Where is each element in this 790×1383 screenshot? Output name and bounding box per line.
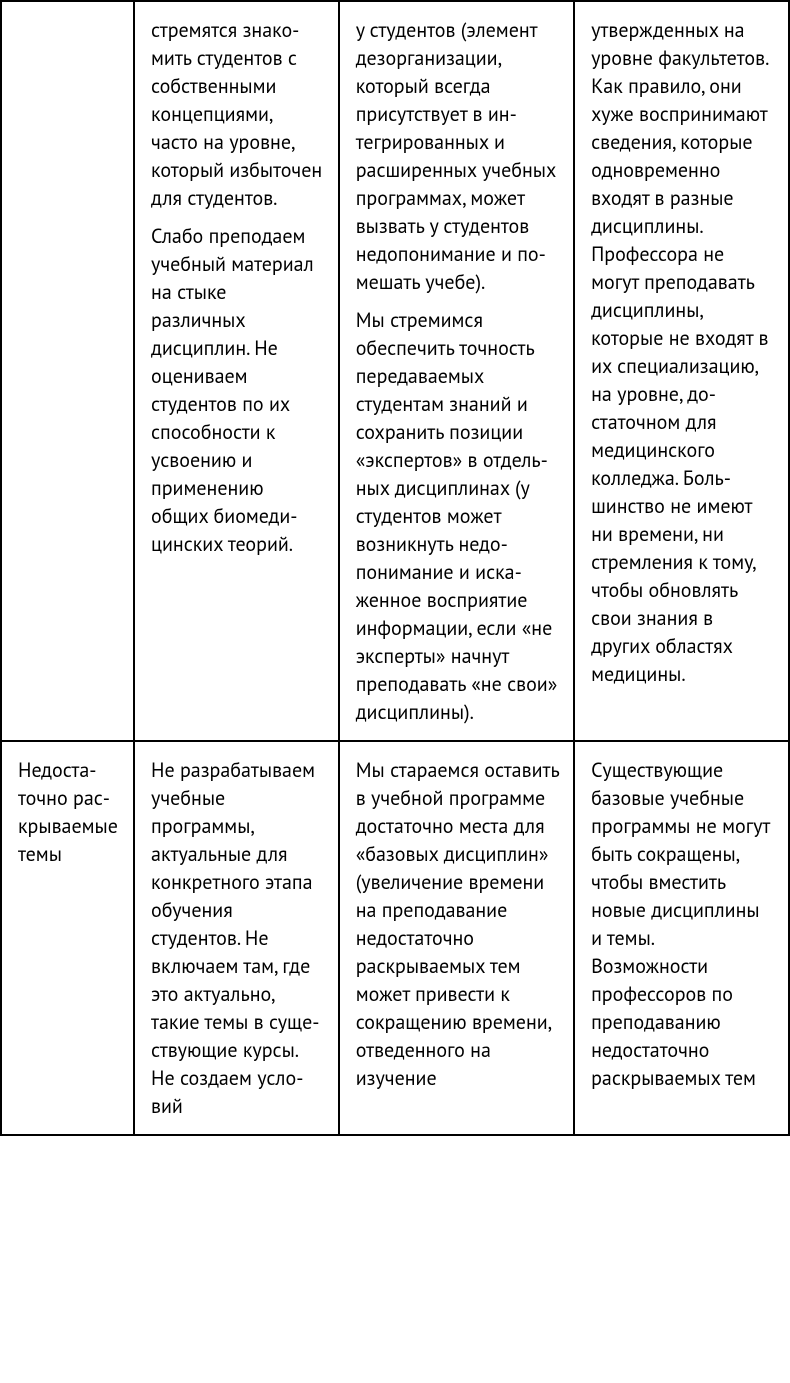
table-cell: Мы стараемся оставить в учеб­ной програм… — [339, 741, 574, 1135]
table-row: Недоста­точно рас­крываемые темы Не разра… — [1, 741, 789, 1135]
table-cell — [1, 1, 134, 741]
cell-paragraph: Существующие базовые учеб­ные программы … — [591, 756, 774, 1092]
cell-paragraph: у студентов (элемент дез­организации, ко… — [356, 16, 559, 296]
table-cell: Не разрабаты­ваем учебные программы, акт… — [134, 741, 339, 1135]
cell-paragraph: Не разрабаты­ваем учебные программы, акт… — [151, 756, 324, 1120]
table-cell: Существующие базовые учеб­ные программы … — [574, 741, 789, 1135]
table-cell: стремятся знако­мить студентов с собстве… — [134, 1, 339, 741]
table-body: стремятся знако­мить студентов с собстве… — [1, 1, 789, 1135]
cell-paragraph: Мы стараемся оставить в учеб­ной програм… — [356, 756, 559, 1092]
cell-paragraph: стремятся знако­мить студентов с собстве… — [151, 16, 324, 212]
table-cell: утвержденных на уровне фа­культетов. Как… — [574, 1, 789, 741]
cell-paragraph: Слабо препо­даем учебный материал на сты… — [151, 222, 324, 558]
table-cell: у студентов (элемент дез­организации, ко… — [339, 1, 574, 741]
cell-paragraph: Мы стремимся обеспечить точ­ность переда… — [356, 306, 559, 726]
table-row: стремятся знако­мить студентов с собстве… — [1, 1, 789, 741]
cell-paragraph: Недоста­точно рас­крываемые темы — [18, 756, 119, 868]
cell-paragraph: утвержденных на уровне фа­культетов. Как… — [591, 16, 774, 688]
content-table: стремятся знако­мить студентов с собстве… — [0, 0, 790, 1136]
table-cell: Недоста­точно рас­крываемые темы — [1, 741, 134, 1135]
